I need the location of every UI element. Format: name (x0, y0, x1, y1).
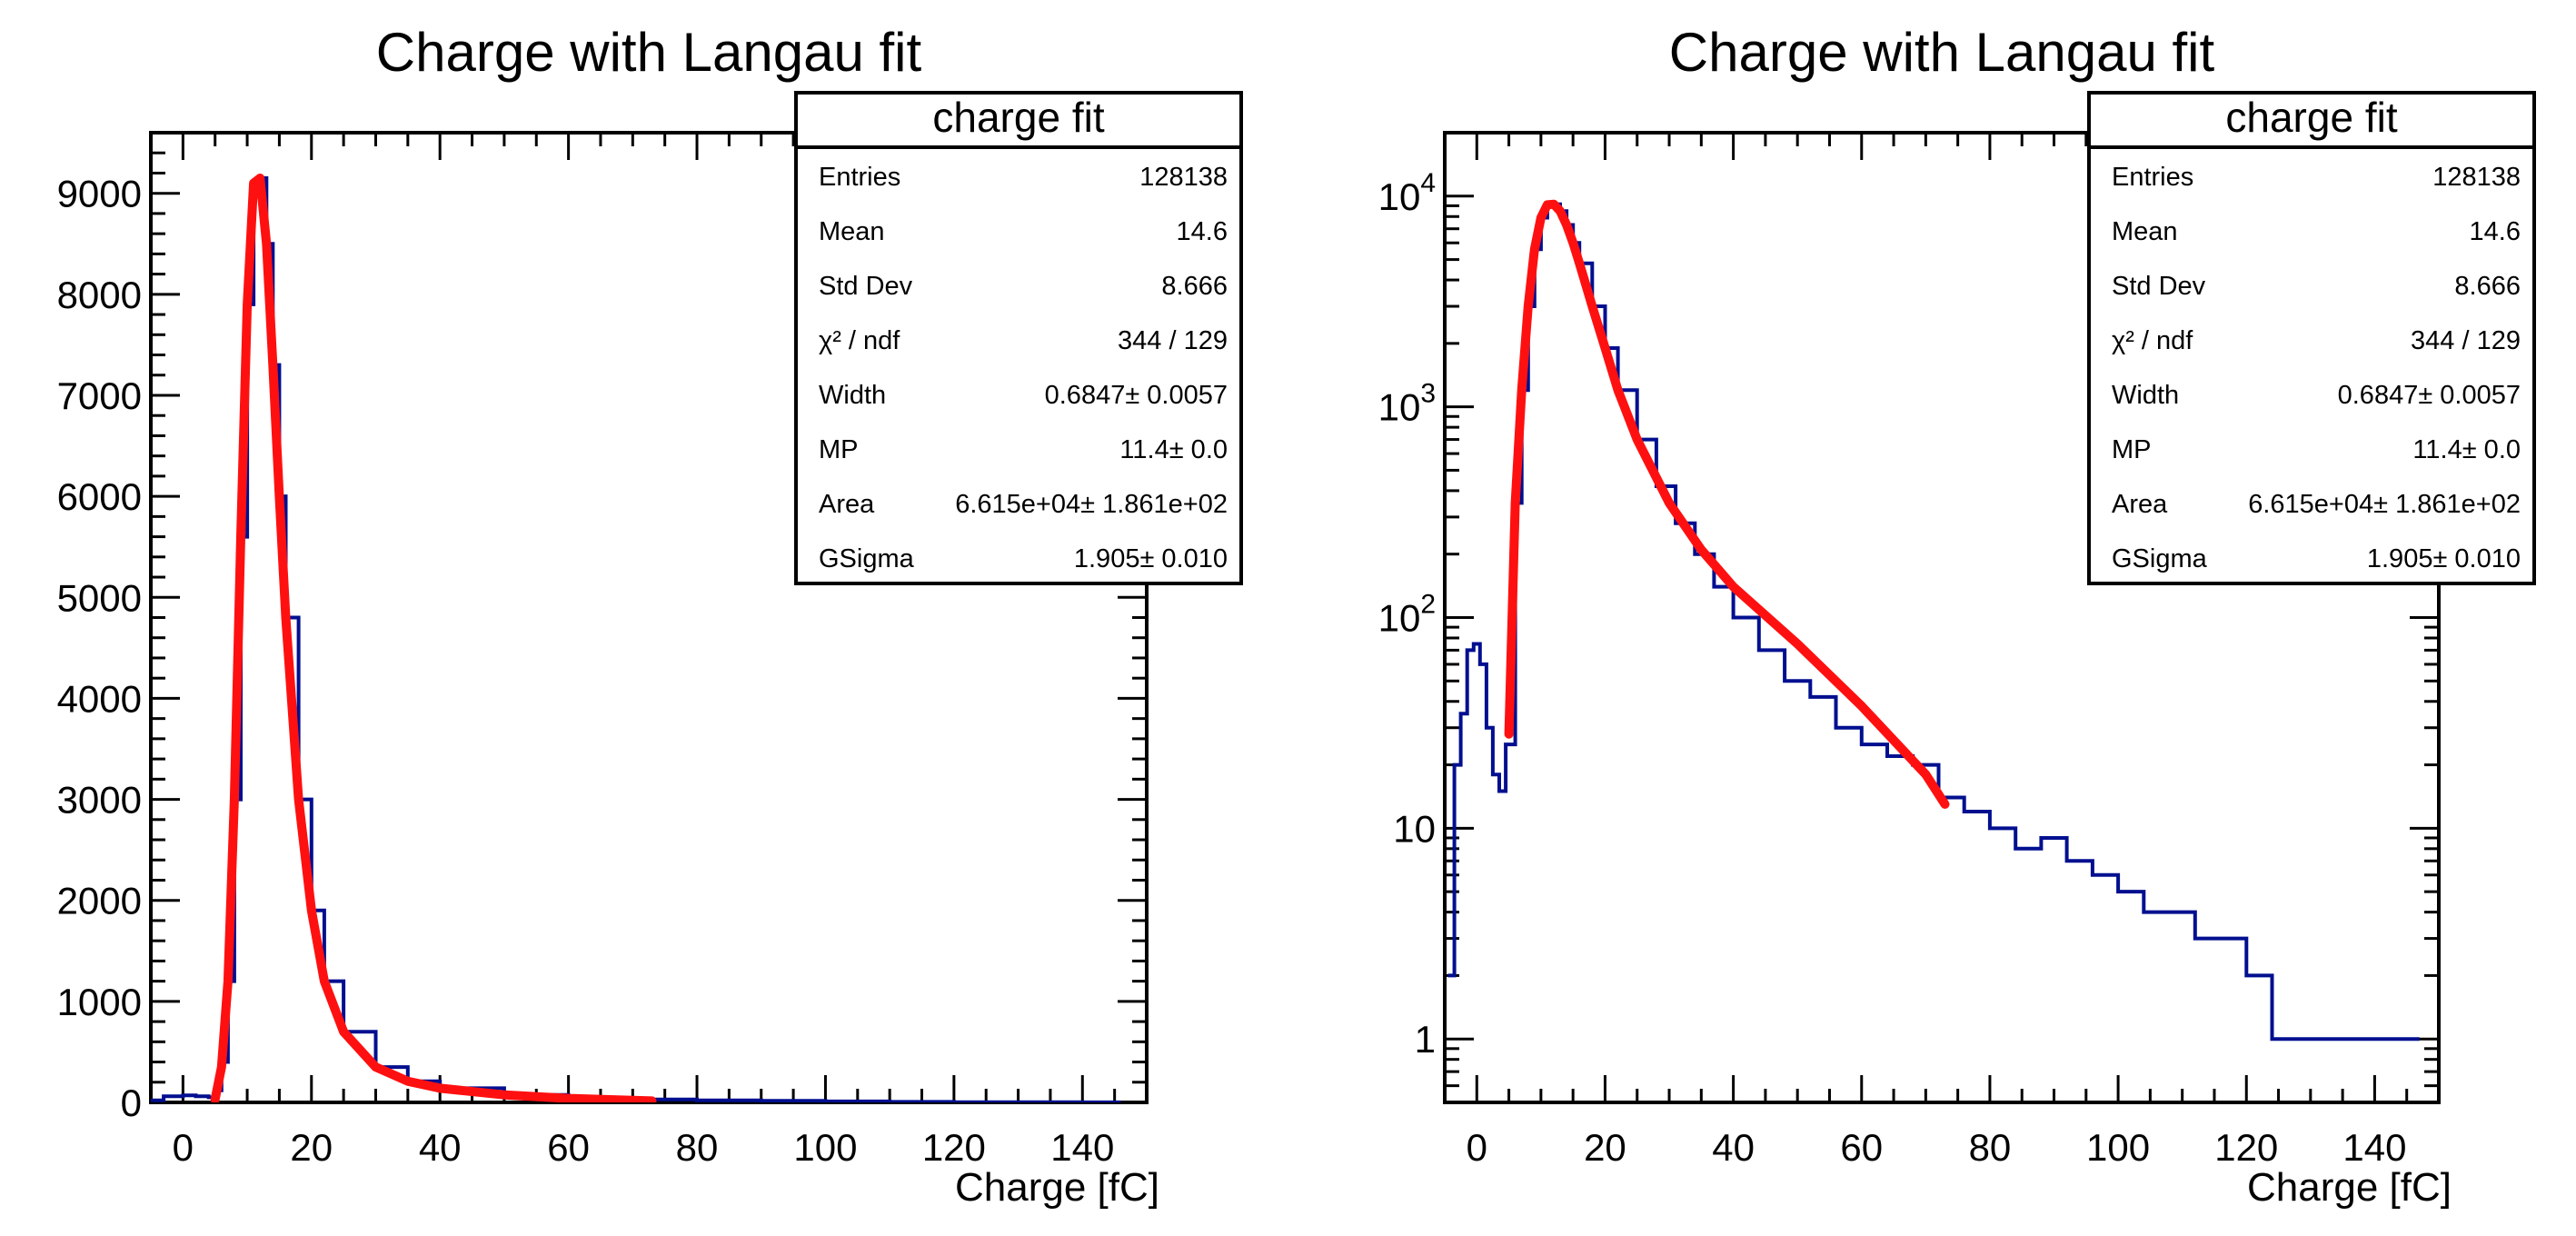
y-tick-label: 8000 (57, 274, 142, 316)
stats-label: Entries (819, 163, 900, 192)
x-axis-label: Charge [fC] (2247, 1165, 2452, 1210)
stats-label: MP (2112, 435, 2152, 464)
fit-curve (210, 174, 657, 1102)
stats-label: Width (819, 381, 886, 410)
x-tick-label: 100 (2086, 1126, 2150, 1169)
stats-box-title: charge fit (932, 94, 1104, 141)
y-tick-label: 1 (1415, 1018, 1436, 1061)
y-tick-label: 104 (1378, 168, 1436, 218)
stats-value: 128138 (1139, 163, 1228, 192)
stats-box: charge fit Entries 128138 Mean 14.6 Std Dev 8.… (2087, 91, 2536, 585)
chart-panel-1: Charge with Langau fit 0 20 40 60 80 100 120 140… (57, 22, 1243, 1210)
stats-value: 1.905± 0.010 (1074, 544, 1228, 573)
y-tick-label: 9000 (57, 173, 142, 215)
stats-value: 1.905± 0.010 (2367, 544, 2521, 573)
chart-panel-2: Charge with Langau fit 0 20 40 60 80 100 120 140… (1378, 22, 2536, 1210)
y-tick-label: 2000 (57, 880, 142, 922)
x-tick-label: 60 (547, 1126, 590, 1169)
stats-label: χ² / ndf (2112, 326, 2193, 355)
x-axis-label: Charge [fC] (955, 1165, 1159, 1210)
y-tick-label: 102 (1378, 590, 1436, 640)
stats-value: 14.6 (1177, 217, 1228, 246)
x-tick-label: 80 (676, 1126, 719, 1169)
x-tick-label: 140 (2342, 1126, 2406, 1169)
stats-value: 344 / 129 (2411, 326, 2521, 355)
stats-value: 14.6 (2470, 217, 2521, 246)
stats-label: MP (819, 435, 859, 464)
x-tick-label: 0 (1467, 1126, 1487, 1169)
x-tick-label: 0 (173, 1126, 194, 1169)
stats-value: 11.4± 0.0 (2412, 435, 2521, 464)
chart-title: Charge with Langau fit (1669, 22, 2215, 83)
stats-box-frame (2087, 91, 2536, 585)
stats-box: charge fit Entries 128138 Mean 14.6 Std Dev 8.… (794, 91, 1243, 585)
y-tick-label: 103 (1378, 379, 1436, 429)
stats-box-frame (794, 91, 1243, 585)
y-tick-label: 4000 (57, 677, 142, 720)
x-tick-label: 60 (1840, 1126, 1883, 1169)
stats-label: GSigma (2112, 544, 2208, 573)
x-tick-label: 20 (1584, 1126, 1626, 1169)
stats-value: 6.615e+04± 1.861e+02 (2248, 490, 2521, 519)
stats-label: χ² / ndf (819, 326, 900, 355)
y-tick-label: 5000 (57, 576, 142, 619)
x-tick-label: 40 (1712, 1126, 1755, 1169)
stats-label: GSigma (819, 544, 915, 573)
x-tick-label: 80 (1969, 1126, 2012, 1169)
y-tick-label: 10 (1393, 807, 1436, 850)
stats-value: 344 / 129 (1118, 326, 1228, 355)
stats-box-title: charge fit (2225, 94, 2397, 141)
stats-label: Mean (2112, 217, 2178, 246)
stats-value: 11.4± 0.0 (1119, 435, 1228, 464)
stats-label: Std Dev (2112, 272, 2206, 301)
x-tick-label: 120 (2214, 1126, 2278, 1169)
stats-label: Area (2112, 490, 2168, 519)
y-tick-label: 3000 (57, 779, 142, 822)
stats-label: Area (819, 490, 875, 519)
stats-label: Entries (2112, 163, 2193, 192)
y-tick-label: 6000 (57, 475, 142, 518)
y-tick-label: 7000 (57, 374, 142, 417)
stats-value: 128138 (2432, 163, 2521, 192)
fit-curve (1504, 199, 1950, 809)
x-tick-label: 40 (419, 1126, 462, 1169)
x-tick-label: 120 (922, 1126, 986, 1169)
y-tick-label: 0 (121, 1082, 142, 1124)
stats-label: Std Dev (819, 272, 913, 301)
y-tick-label: 1000 (57, 981, 142, 1023)
x-tick-label: 140 (1050, 1126, 1114, 1169)
stats-value: 0.6847± 0.0057 (2338, 381, 2521, 410)
stats-label: Mean (819, 217, 885, 246)
x-tick-label: 100 (793, 1126, 857, 1169)
x-tick-label: 20 (290, 1126, 333, 1169)
stats-value: 0.6847± 0.0057 (1045, 381, 1228, 410)
stats-label: Width (2112, 381, 2179, 410)
chart-title: Charge with Langau fit (376, 22, 922, 83)
stats-value: 8.666 (1161, 272, 1228, 301)
stats-value: 6.615e+04± 1.861e+02 (955, 490, 1228, 519)
stats-value: 8.666 (2454, 272, 2521, 301)
